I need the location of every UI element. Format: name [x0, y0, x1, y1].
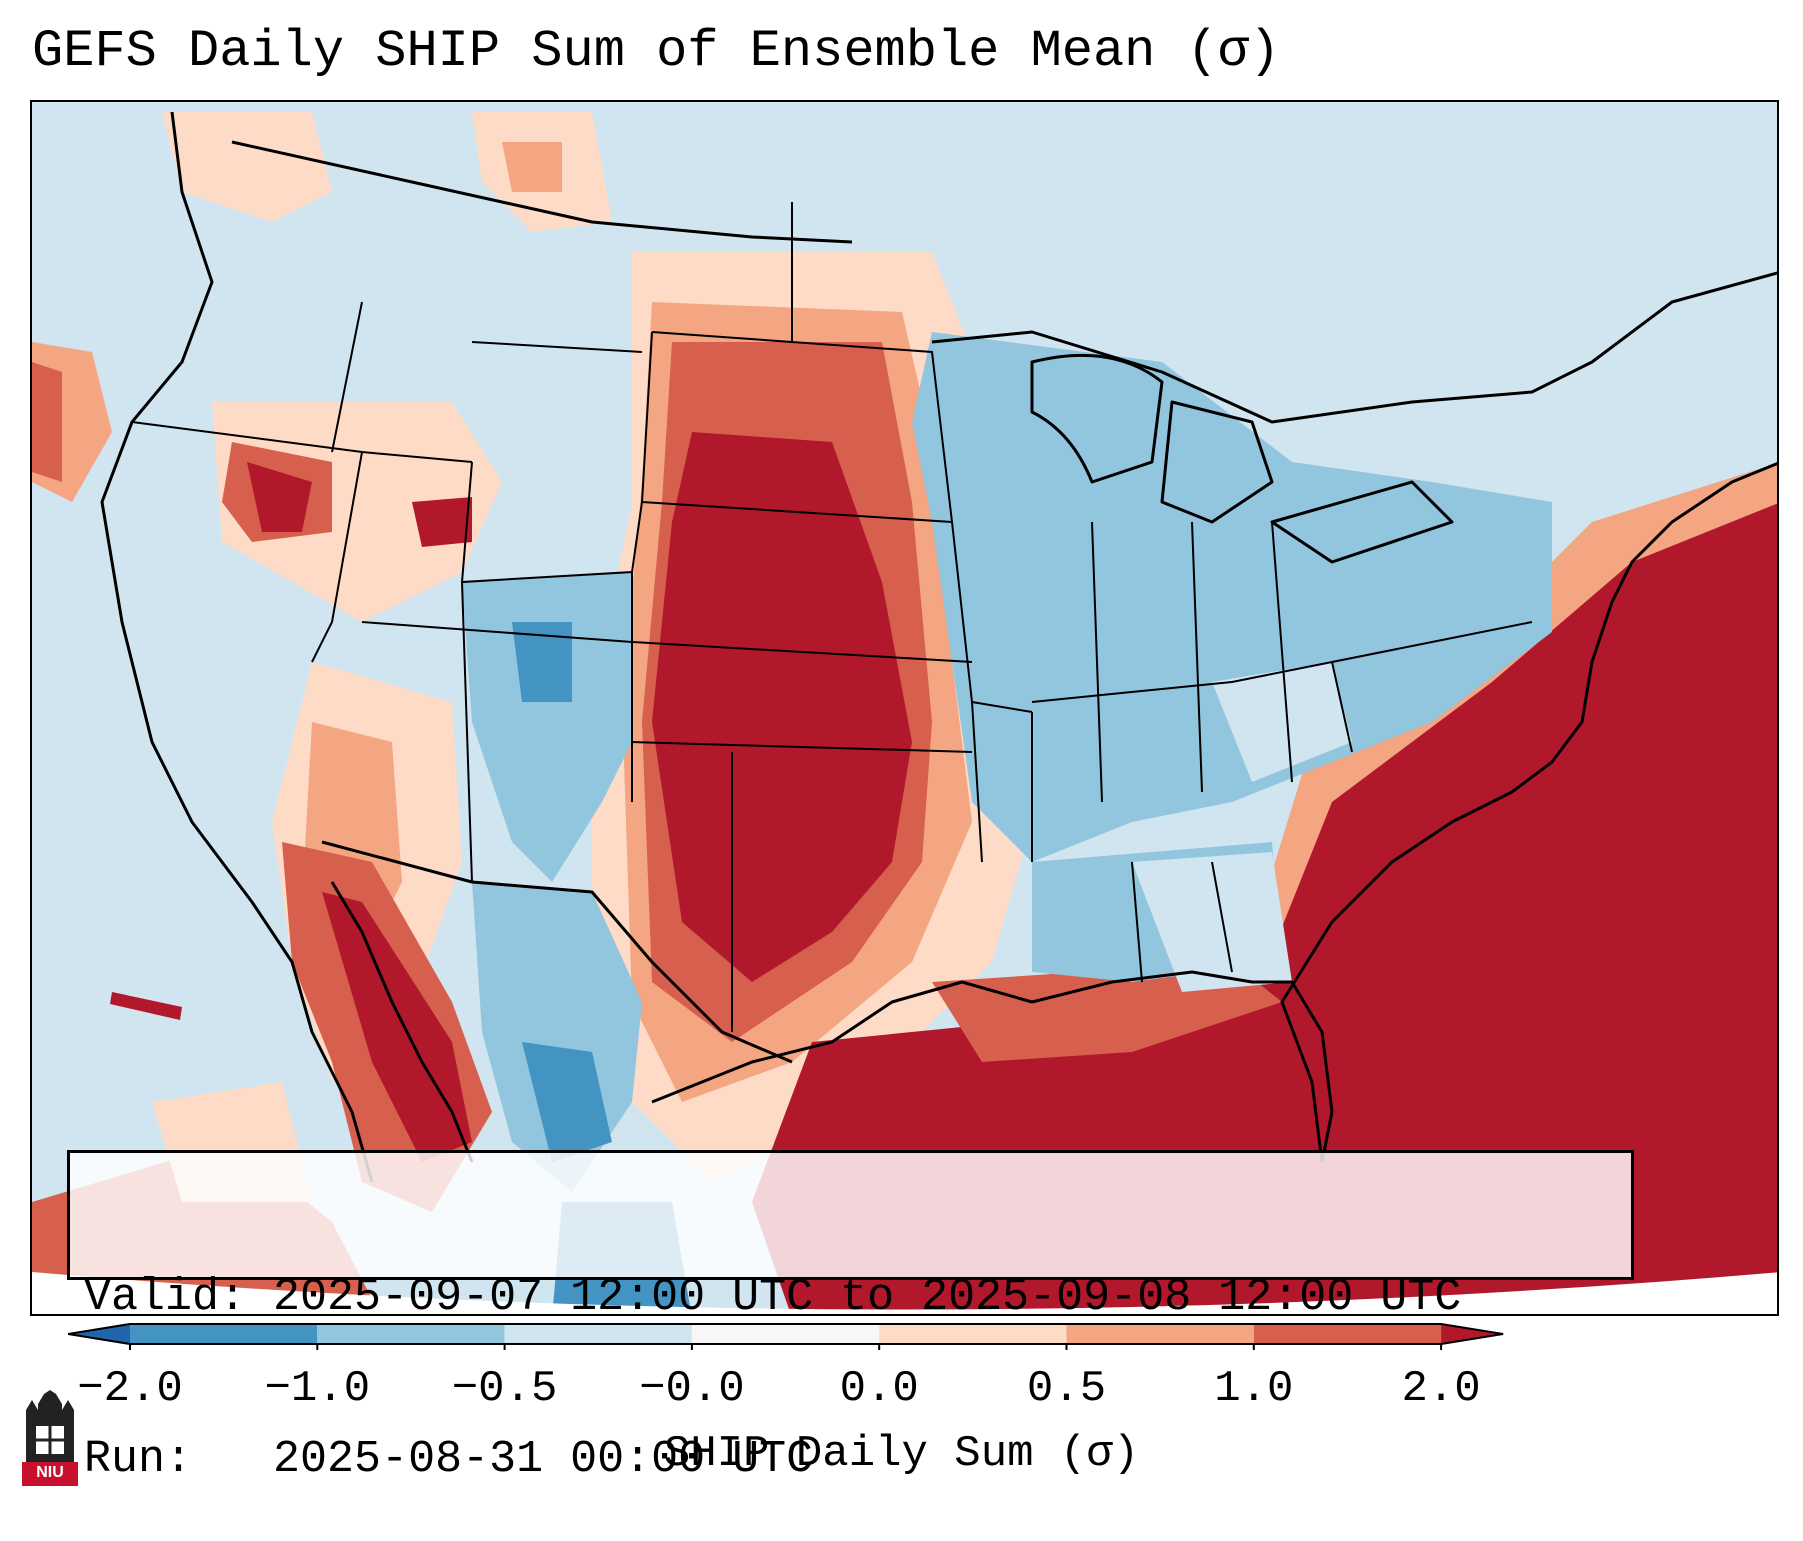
region-hot-pacific-streak [110, 992, 182, 1020]
region-hot-idaho [247, 462, 312, 532]
colorbar-tick-label: 2.0 [1401, 1364, 1481, 1414]
niu-tower-logo-icon [22, 1390, 78, 1486]
coastline-west [100, 111, 374, 1183]
region-warm-bc [162, 112, 332, 222]
region-hot-gulf-california [322, 892, 472, 1162]
colorbar [68, 1323, 1504, 1350]
colorbar-bin [68, 1324, 130, 1344]
colorbar-bin [1253, 1324, 1442, 1344]
region-light-gulf-states [1132, 852, 1292, 992]
state-lines-central [631, 202, 1033, 1032]
region-warm-alberta-core [502, 142, 562, 192]
region-cool-midwest [912, 332, 1552, 862]
run-value: 2025-08-31 00:00 UTC [273, 1434, 814, 1485]
colorbar-tick-label: −0.5 [451, 1364, 558, 1414]
border-canada-east [931, 271, 1777, 424]
colorbar-bin [130, 1324, 318, 1344]
state-lines-west [131, 301, 653, 883]
colorbar-bin [691, 1324, 880, 1344]
valid-row: Valid: 2025-09-07 12:00 UTC to 2025-09-0… [84, 1271, 1617, 1325]
region-hot-montana-sw [412, 497, 472, 547]
borders [100, 111, 1777, 1183]
colorbar-tick-label: 0.5 [1026, 1364, 1107, 1414]
colorbar-tick-label: 0.0 [839, 1364, 919, 1414]
colorbar-tick-label: −0.0 [639, 1364, 745, 1414]
colorbar-bin [879, 1324, 1067, 1344]
colorbar-bin [1441, 1324, 1504, 1344]
colorbar-label: SHIP Daily Sum (σ) [663, 1429, 1140, 1479]
region-cool-mexico-core [522, 1042, 612, 1162]
validity-info-box: Valid: 2025-09-07 12:00 UTC to 2025-09-0… [67, 1150, 1634, 1485]
colorbar-tick-label: 1.0 [1214, 1364, 1294, 1414]
region-light-ohio-valley [1212, 662, 1352, 782]
coastline-gulf [651, 970, 1334, 1163]
valid-label: Valid: [84, 1272, 247, 1323]
colorbar-bin [504, 1324, 692, 1344]
map-panel [30, 100, 1779, 1316]
border-canada [231, 140, 853, 244]
coastline-baja [330, 881, 474, 1163]
ship-anomaly-map [32, 102, 1777, 1314]
region-cool-rockies-core [512, 622, 572, 702]
region-warm-west-coast-edge [32, 362, 62, 482]
logo-text: NIU [36, 1464, 64, 1481]
colorbar-tick-label: −1.0 [264, 1364, 371, 1414]
region-cool-rockies [462, 572, 632, 882]
colorbar-tick-label: −2.0 [77, 1364, 183, 1414]
state-lines-east [1031, 521, 1533, 983]
region-hot-plains-core [652, 432, 912, 982]
colorbar-bin [317, 1324, 505, 1344]
map-title: GEFS Daily SHIP Sum of Ensemble Mean (σ) [32, 22, 1281, 81]
state-borders [131, 202, 1533, 1032]
colorbar-bin [1066, 1324, 1254, 1344]
coastline-atlantic [1280, 462, 1777, 1163]
border-mexico [321, 840, 793, 1064]
great-lakes [1030, 353, 1454, 564]
valid-value: 2025-09-07 12:00 UTC to 2025-09-08 12:00… [273, 1272, 1462, 1323]
map-curved-edge [32, 1272, 1777, 1314]
run-label: Run: [84, 1434, 193, 1485]
run-row: Run: 2025-08-31 00:00 UTC [84, 1433, 1617, 1487]
